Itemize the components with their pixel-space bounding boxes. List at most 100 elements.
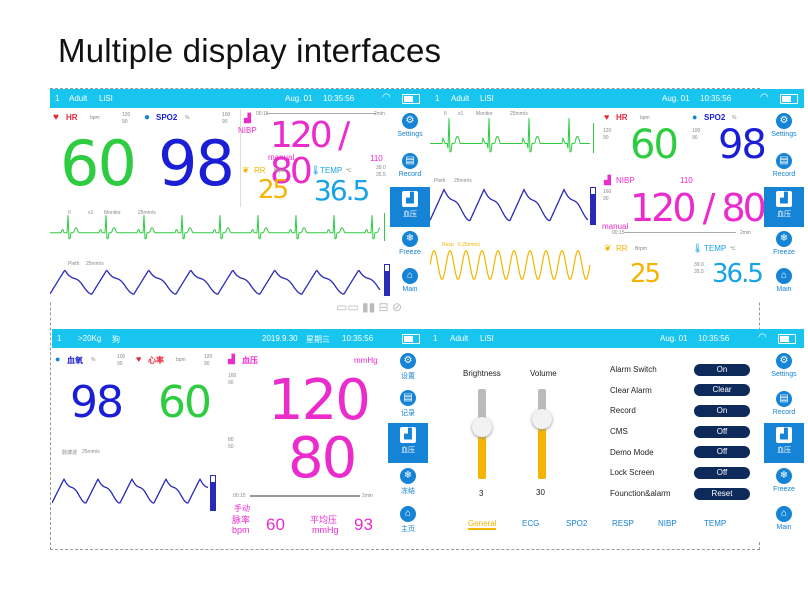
tab-general[interactable]: General: [468, 519, 497, 530]
nibp-interval: 2min: [362, 493, 373, 499]
lock-screen-toggle[interactable]: Off: [694, 467, 750, 479]
freeze-button[interactable]: ❄ Freeze: [773, 231, 795, 256]
record-button[interactable]: ▤ 记录: [400, 390, 416, 417]
hr-unit: bpm: [176, 357, 186, 363]
setting-label-clear-alarm: Clear Alarm: [610, 386, 652, 395]
temp-unit: ℃: [730, 246, 736, 252]
temp-label: TEMP: [704, 244, 727, 253]
spo2-value: 98: [70, 377, 124, 428]
nibp-button[interactable]: ▟ 血压: [390, 187, 430, 227]
hr-label: HR: [616, 113, 628, 122]
ecg-mode: Monitor: [476, 111, 493, 117]
nibp-label: NIBP: [238, 126, 257, 135]
ecg-scale-bar: [384, 213, 385, 241]
patient-type: Adult: [69, 94, 88, 103]
record-button[interactable]: ▤ Record: [398, 153, 422, 178]
time: 10:35:56: [698, 334, 730, 343]
nibp-icon: ▟: [604, 175, 611, 185]
nibp-icon: ▟: [228, 354, 235, 364]
nibp-panel: 00:15 2min ▟ NIBP 120 / 80 manual 110 ❦ …: [238, 109, 388, 207]
nibp-progress-bar: [250, 495, 360, 497]
heart-icon: ♥: [53, 112, 59, 123]
demo-mode-toggle[interactable]: Off: [694, 446, 750, 458]
brightness-label: Brightness: [463, 369, 501, 378]
hr-limit-low: 90: [204, 361, 210, 367]
ecg-waveform: [50, 215, 381, 240]
freeze-button[interactable]: ❄ 冻结: [400, 468, 416, 495]
settings-button[interactable]: ⚙ Settings: [771, 113, 797, 138]
status-bar: 1 >20Kg 狗 2019.9.30 星期三 10:35:56: [52, 329, 428, 348]
tab-nibp[interactable]: NIBP: [658, 519, 677, 528]
volume-knob[interactable]: [532, 409, 552, 429]
reset-button[interactable]: Reset: [694, 488, 750, 500]
battery-icon: [780, 94, 798, 104]
spo2-value: 98: [718, 122, 767, 168]
settings-button[interactable]: ⚙ Settings: [771, 353, 797, 378]
home-button[interactable]: ⌂ 主页: [400, 506, 416, 533]
pr-label: 脉率: [232, 515, 251, 525]
home-icon: ⌂: [402, 268, 418, 284]
ecg-waveform: [430, 118, 590, 153]
resp-speed: 6.25mm/s: [458, 242, 480, 248]
spo2-limit-high: 100: [222, 112, 231, 118]
snowflake-icon: ❄: [400, 468, 416, 484]
alarm-switch-toggle[interactable]: On: [694, 364, 750, 376]
battery-icon: [778, 334, 796, 344]
settings-button[interactable]: ⚙ Settings: [397, 113, 423, 138]
freeze-button[interactable]: ❄ Freeze: [399, 231, 421, 256]
volume-fill: [538, 417, 546, 479]
freeze-button[interactable]: ❄ Freeze: [773, 468, 795, 493]
nibp-button[interactable]: ▟ 血压: [764, 423, 804, 463]
pleth-label: Pleth: [68, 261, 80, 267]
brightness-fill: [478, 425, 486, 479]
resp-label: Resp: [442, 242, 454, 248]
brightness-knob[interactable]: [472, 417, 492, 437]
hr-unit: bpm: [640, 115, 650, 121]
cms-toggle[interactable]: Off: [694, 426, 750, 438]
lungs-icon: ❦: [242, 165, 250, 175]
record-button[interactable]: ▤ Record: [772, 391, 796, 416]
setting-label-cms: CMS: [610, 427, 628, 436]
main-button[interactable]: ⌂ Main: [776, 268, 792, 293]
clear-alarm-button[interactable]: Clear: [694, 384, 750, 396]
tab-resp[interactable]: RESP: [612, 519, 634, 528]
record-toggle[interactable]: On: [694, 405, 750, 417]
date: Aug. 01: [660, 334, 688, 343]
volume-slider[interactable]: [532, 389, 552, 479]
map-value: 93: [354, 515, 373, 534]
nibp-button[interactable]: ▟ 血压: [388, 423, 428, 463]
nibp-label: 血压: [242, 356, 258, 365]
bed-number: 1: [433, 334, 438, 343]
temp-value: 36.5: [712, 259, 764, 289]
lungs-icon: ❦: [604, 243, 612, 253]
main-button[interactable]: ⌂ Main: [776, 506, 792, 531]
tab-spo2[interactable]: SPO2: [566, 519, 588, 528]
date: 2019.9.30: [262, 334, 298, 343]
time: 10:35:56: [323, 94, 355, 103]
pleth-waveform: [50, 269, 381, 295]
nibp-time: 00:15: [256, 111, 269, 117]
battery-icon: [402, 334, 420, 344]
nibp-button[interactable]: ▟ 血压: [764, 187, 804, 227]
temp-value: 36.5: [314, 174, 370, 207]
record-button[interactable]: ▤ Record: [772, 153, 796, 178]
spo2-label: SPO2: [704, 113, 726, 122]
nibp-cuff-icon: ▟: [402, 191, 418, 207]
snowflake-icon: ❄: [776, 231, 792, 247]
rr-value: 25: [258, 175, 289, 205]
main-button[interactable]: ⌂ Main: [402, 268, 418, 293]
nibp-progress-bar: [266, 113, 376, 114]
record-icon: ▤: [402, 153, 418, 169]
pleth-speed: 25mm/s: [82, 449, 100, 455]
tab-ecg[interactable]: ECG: [522, 519, 540, 528]
volume-label: Volume: [530, 369, 557, 378]
ecg-scale-bar: [593, 123, 594, 153]
hr-limit-high: 120: [204, 354, 213, 360]
tab-temp[interactable]: TEMP: [704, 519, 727, 528]
settings-button[interactable]: ⚙ 设置: [400, 353, 416, 380]
gear-icon: ⚙: [400, 353, 416, 369]
nibp-limit-high: 160: [603, 189, 612, 195]
brightness-slider[interactable]: [472, 389, 492, 479]
nibp-limit-high-2: 80: [228, 437, 234, 443]
rr-unit: Brpm: [635, 246, 647, 252]
